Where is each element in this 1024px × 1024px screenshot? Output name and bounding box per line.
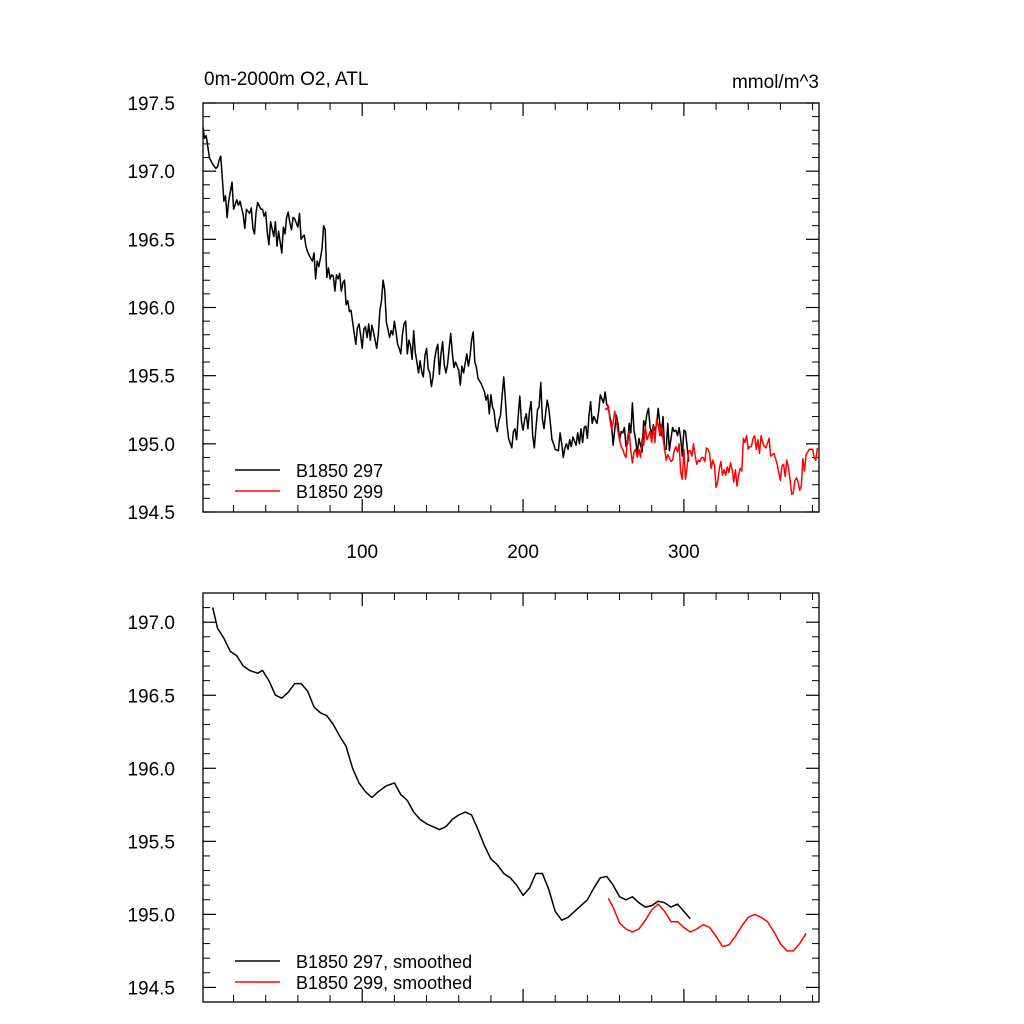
y-tick-label: 195.5	[127, 367, 175, 388]
y-tick-label: 197.5	[127, 94, 175, 115]
series-line-b1850-299	[604, 404, 819, 496]
series-line-b1850-297-smoothed	[211, 607, 691, 921]
top-panel: 0m-2000m O2, ATL mmol/m^3 100 200 300 194.5…	[127, 69, 820, 563]
series-line-b1850-299-smoothed	[607, 897, 807, 952]
x-tick-label: 300	[668, 542, 700, 563]
top-panel-units: mmol/m^3	[732, 72, 819, 93]
legend-label-b1850-297: B1850 297	[296, 461, 383, 481]
y-tick-label: 195.0	[127, 435, 175, 456]
y-tick-label: 196.5	[127, 686, 175, 707]
bottom-panel-legend: B1850 297, smoothed B1850 299, smoothed	[235, 952, 472, 993]
bottom-panel-ticks: 194.5 195.0 195.5 196.0 196.5 197.0	[127, 592, 819, 1003]
bottom-plot-frame	[202, 592, 820, 1003]
top-panel-legend: B1850 297 B1850 299	[235, 461, 383, 502]
legend-label-b1850-299: B1850 299	[296, 482, 383, 502]
y-tick-label: 194.5	[127, 503, 175, 524]
top-panel-title: 0m-2000m O2, ATL	[204, 69, 368, 90]
top-panel-ticks: 100 200 300 194.5 195.0 195.5 196.0 196.5 197.0 1…	[127, 94, 819, 563]
bottom-panel-series	[211, 607, 807, 952]
x-tick-label: 200	[507, 542, 539, 563]
series-line-b1850-297	[202, 127, 690, 462]
top-panel-series	[202, 127, 819, 496]
x-tick-label: 100	[346, 542, 378, 563]
y-tick-label: 196.0	[127, 759, 175, 780]
y-tick-label: 195.5	[127, 832, 175, 853]
y-tick-label: 196.5	[127, 230, 175, 251]
bottom-panel: 194.5 195.0 195.5 196.0 196.5 197.0 B1850 297…	[127, 592, 820, 1003]
y-tick-label: 197.0	[127, 162, 175, 183]
y-tick-label: 197.0	[127, 613, 175, 634]
legend-label-b1850-297-smoothed: B1850 297, smoothed	[296, 952, 472, 972]
y-tick-label: 195.0	[127, 905, 175, 926]
y-tick-label: 194.5	[127, 978, 175, 999]
legend-label-b1850-299-smoothed: B1850 299, smoothed	[296, 973, 472, 993]
y-tick-label: 196.0	[127, 299, 175, 320]
top-plot-frame	[202, 102, 820, 513]
